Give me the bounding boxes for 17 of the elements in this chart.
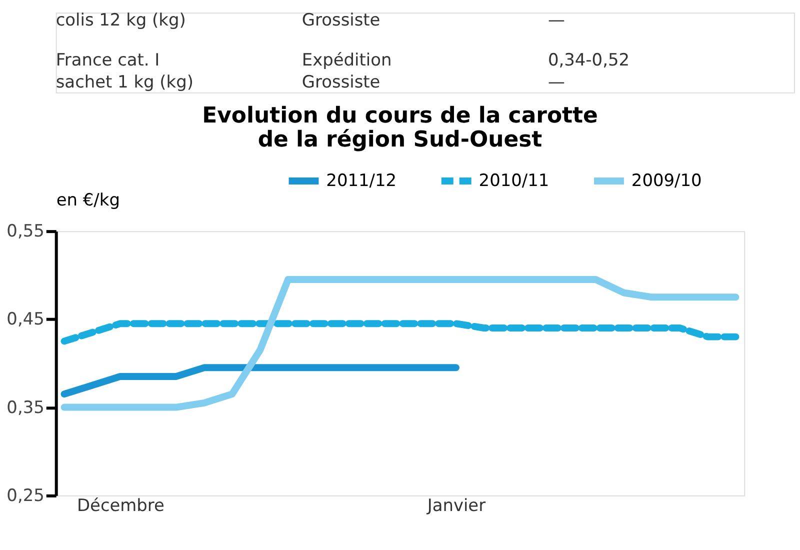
text: Grossiste bbox=[302, 10, 380, 30]
y-tick-label: 0,45 bbox=[6, 308, 44, 329]
text: Expédition Grossiste bbox=[302, 49, 392, 92]
y-tick-label: 0,35 bbox=[6, 396, 44, 417]
x-tick-label: Janvier bbox=[426, 494, 486, 515]
chart-title: Evolution du cours de la carotte de la région Sud-Ouest bbox=[202, 103, 598, 152]
text: 0,34-0,52 — bbox=[548, 49, 630, 92]
y-axis-title: en €/kg bbox=[56, 190, 120, 210]
x-tick-label: Décembre bbox=[76, 494, 164, 515]
text: France cat. I sachet 1 kg (kg) bbox=[56, 49, 194, 92]
y-tick-label: 0,55 bbox=[6, 220, 44, 241]
text: — bbox=[548, 10, 565, 30]
text: colis 12 kg (kg) bbox=[56, 10, 186, 30]
y-tick-label: 0,25 bbox=[6, 484, 44, 505]
legend-label: 2010/11 bbox=[478, 170, 550, 190]
legend-label: 2009/10 bbox=[631, 170, 702, 190]
legend-label: 2011/12 bbox=[326, 170, 397, 190]
